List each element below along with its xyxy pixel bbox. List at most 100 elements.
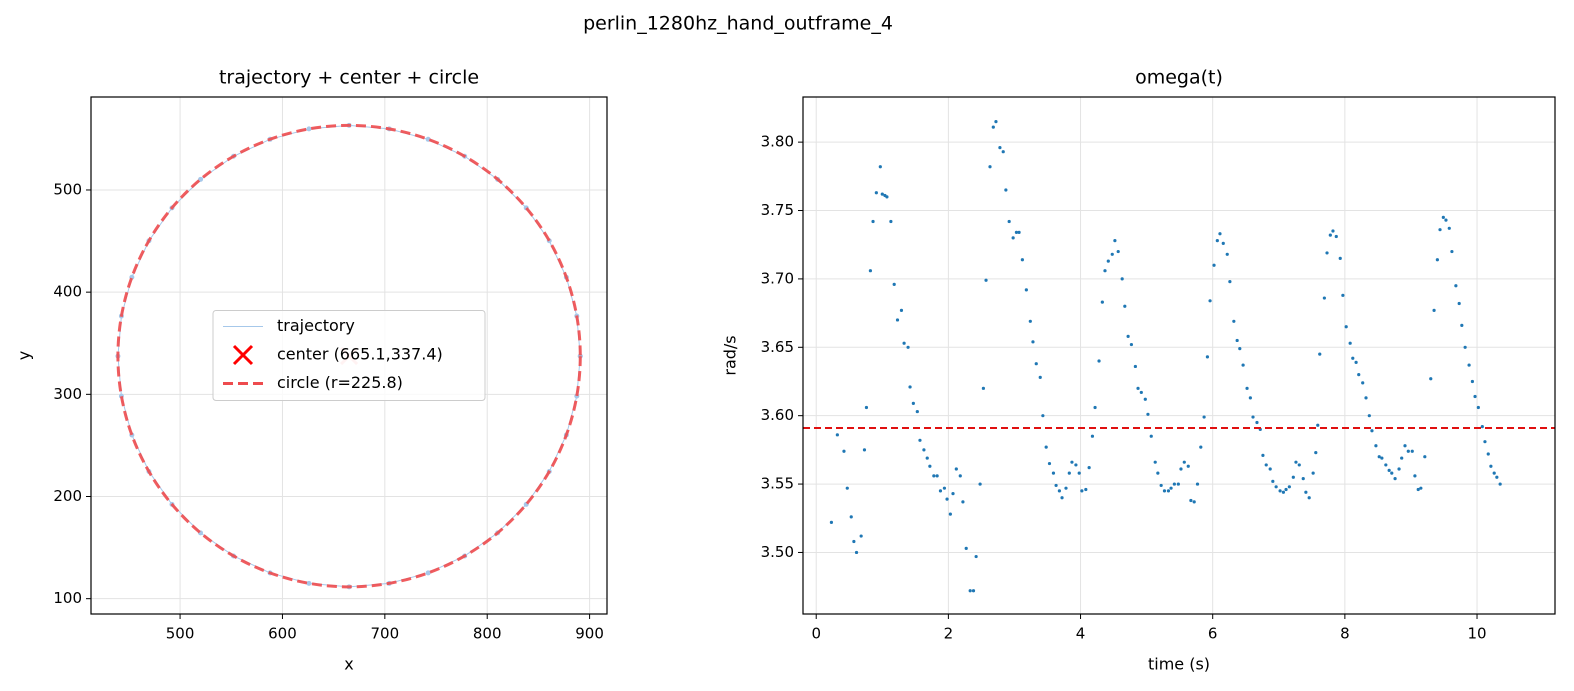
data-point — [1314, 451, 1318, 455]
data-point — [1316, 423, 1320, 427]
data-point — [1463, 345, 1467, 349]
data-point — [1476, 405, 1480, 410]
data-point — [961, 500, 965, 504]
data-point — [1143, 397, 1147, 401]
data-point — [908, 385, 912, 389]
data-point — [1199, 445, 1203, 449]
y-tick-label: 3.65 — [761, 338, 794, 356]
data-point — [1403, 444, 1407, 448]
data-point — [1328, 233, 1332, 237]
data-point — [868, 269, 873, 273]
data-point — [1044, 445, 1048, 449]
data-point — [1235, 338, 1239, 343]
data-point — [1084, 487, 1088, 492]
data-point — [942, 486, 947, 490]
data-point — [1172, 482, 1176, 486]
data-point — [1364, 396, 1368, 400]
axes-title: trajectory + center + circle — [219, 67, 479, 89]
data-point — [1251, 415, 1255, 419]
data-point — [1294, 460, 1298, 464]
data-point — [1179, 467, 1183, 471]
data-point — [1261, 453, 1265, 457]
data-point — [1435, 258, 1439, 262]
data-point — [998, 146, 1002, 150]
axes-title: omega(t) — [1135, 67, 1223, 89]
data-point — [1470, 379, 1474, 384]
legend: trajectory center (665.1,337.4) circle (r=… — [212, 310, 486, 401]
data-point — [1413, 474, 1417, 478]
data-point — [1374, 444, 1378, 448]
data-point — [1492, 471, 1496, 475]
data-point — [1241, 363, 1245, 367]
data-point — [935, 474, 939, 478]
y-tick-label: 500 — [53, 180, 82, 198]
data-point — [932, 474, 936, 478]
data-point — [968, 589, 972, 593]
data-point — [1432, 308, 1436, 312]
data-point — [1020, 258, 1024, 262]
data-point — [1162, 489, 1167, 493]
data-point — [974, 554, 978, 559]
data-point — [1041, 414, 1045, 418]
data-point — [1393, 476, 1397, 481]
data-point — [1406, 449, 1410, 453]
data-point — [1255, 420, 1259, 425]
data-point — [1159, 483, 1163, 488]
x-tick-label: 700 — [371, 625, 400, 643]
data-point — [1367, 414, 1371, 418]
data-point — [1297, 463, 1301, 467]
trajectory-point — [425, 570, 431, 576]
data-point — [1274, 485, 1278, 489]
data-point — [1400, 456, 1404, 460]
data-point — [1467, 363, 1471, 367]
y-tick-label: 300 — [53, 385, 82, 403]
data-point — [1410, 449, 1414, 453]
data-point — [988, 165, 992, 169]
y-tick-label: 3.70 — [761, 269, 794, 287]
data-point — [1245, 386, 1249, 390]
data-point — [1051, 471, 1056, 475]
data-point — [1370, 429, 1374, 433]
trajectory-point — [306, 126, 312, 132]
data-point — [1176, 482, 1180, 486]
data-point — [938, 489, 943, 493]
data-point — [1416, 487, 1420, 492]
data-point — [1281, 490, 1286, 494]
data-point — [1218, 232, 1222, 236]
data-point — [1097, 359, 1101, 363]
y-tick-label: 3.55 — [761, 475, 794, 493]
data-point — [829, 520, 834, 524]
data-point — [852, 539, 856, 544]
data-point — [1166, 489, 1171, 493]
y-axis-label: y — [15, 351, 34, 360]
data-point — [1225, 252, 1229, 256]
data-point — [859, 534, 863, 538]
x-axis-label: time (s) — [1148, 655, 1210, 674]
data-point — [1325, 251, 1329, 255]
data-point — [1034, 362, 1038, 366]
data-point — [1384, 463, 1388, 467]
data-point — [1322, 296, 1326, 300]
data-point — [911, 401, 915, 405]
data-point — [1304, 490, 1308, 494]
data-point — [1334, 234, 1338, 239]
data-point — [1113, 239, 1117, 243]
data-point — [1338, 256, 1342, 260]
y-tick-label: 3.75 — [761, 201, 794, 219]
data-point — [1017, 230, 1021, 235]
data-point — [1186, 464, 1190, 468]
data-point — [880, 192, 884, 196]
data-point — [915, 409, 919, 414]
data-point — [1123, 304, 1127, 308]
data-point — [928, 464, 932, 468]
y-tick-label: 3.60 — [761, 406, 794, 424]
data-point — [1454, 284, 1458, 288]
data-point — [1149, 434, 1153, 438]
data-point — [918, 438, 922, 442]
data-point — [1228, 280, 1232, 284]
data-point — [892, 282, 896, 286]
data-point — [1318, 352, 1322, 356]
data-point — [1146, 412, 1150, 416]
